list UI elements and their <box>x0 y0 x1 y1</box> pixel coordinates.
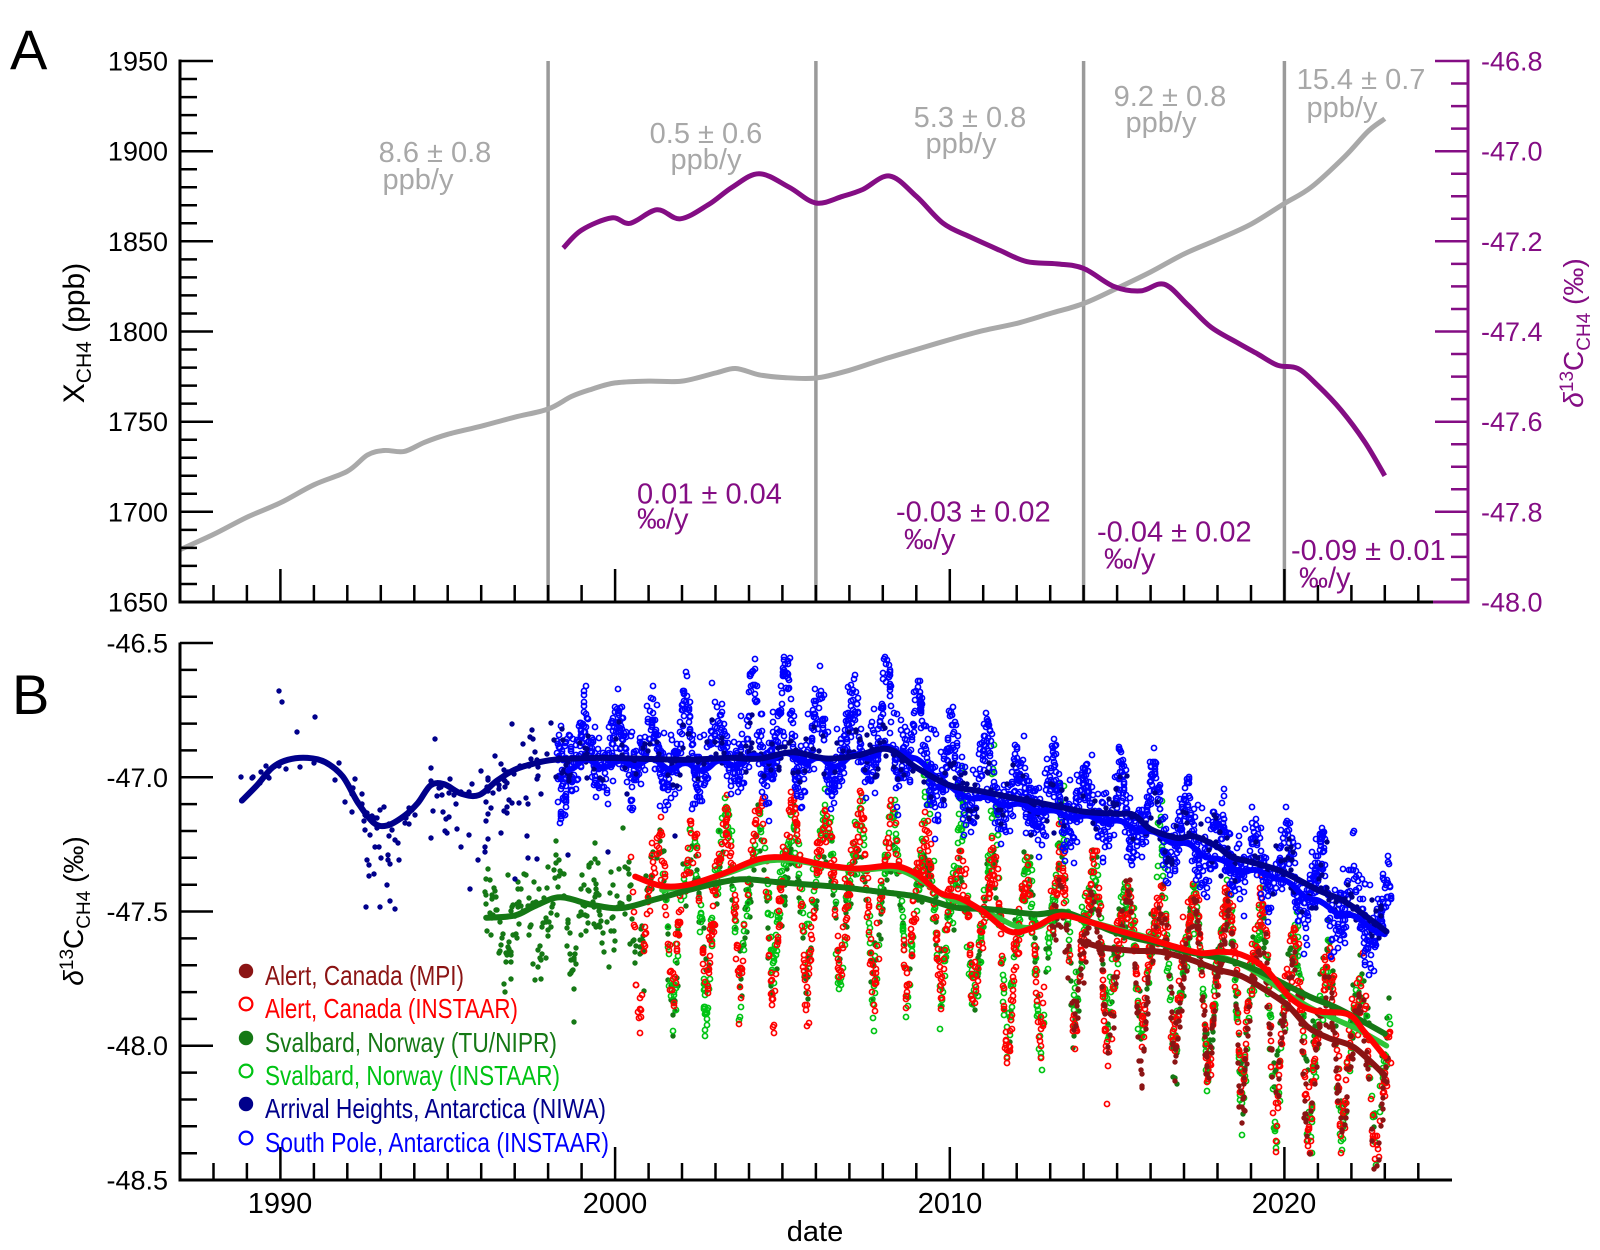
svg-text:8.6 ± 0.8: 8.6 ± 0.8 <box>379 137 492 169</box>
svg-text:ppb/y: ppb/y <box>671 144 742 176</box>
svg-text:-47.6: -47.6 <box>1481 407 1543 437</box>
svg-text:1700: 1700 <box>108 497 168 527</box>
svg-text:-0.04 ± 0.02: -0.04 ± 0.02 <box>1097 517 1252 549</box>
svg-text:B: B <box>12 663 49 726</box>
svg-text:1800: 1800 <box>108 317 168 347</box>
svg-text:-47.8: -47.8 <box>1481 497 1543 527</box>
svg-text:-46.8: -46.8 <box>1481 47 1543 77</box>
svg-text:ppb/y: ppb/y <box>1126 107 1197 139</box>
svg-text:1900: 1900 <box>108 137 168 167</box>
svg-text:XCH4 (ppb): XCH4 (ppb) <box>58 263 96 403</box>
svg-text:‰/y: ‰/y <box>904 524 956 556</box>
svg-text:0.01 ± 0.04: 0.01 ± 0.04 <box>637 479 782 511</box>
svg-text:-47.2: -47.2 <box>1481 227 1543 257</box>
svg-text:ppb/y: ppb/y <box>1307 92 1378 124</box>
svg-text:9.2 ± 0.8: 9.2 ± 0.8 <box>1114 81 1227 113</box>
svg-text:1850: 1850 <box>108 227 168 257</box>
svg-text:5.3 ± 0.8: 5.3 ± 0.8 <box>914 102 1027 134</box>
svg-text:1750: 1750 <box>108 407 168 437</box>
svg-text:-48.0: -48.0 <box>1481 588 1543 618</box>
svg-text:ppb/y: ppb/y <box>383 164 454 196</box>
svg-text:A: A <box>10 18 48 81</box>
svg-text:1650: 1650 <box>108 588 168 618</box>
svg-text:ppb/y: ppb/y <box>926 128 997 160</box>
svg-text:0.5 ± 0.6: 0.5 ± 0.6 <box>650 118 763 150</box>
svg-text:‰/y: ‰/y <box>1104 544 1156 576</box>
svg-text:‰/y: ‰/y <box>1299 563 1351 595</box>
svg-text:-47.0: -47.0 <box>1481 137 1543 167</box>
svg-text:15.4 ± 0.7: 15.4 ± 0.7 <box>1297 64 1426 96</box>
svg-text:‰/y: ‰/y <box>637 504 689 536</box>
svg-text:-0.03 ± 0.02: -0.03 ± 0.02 <box>896 497 1051 529</box>
svg-text:1950: 1950 <box>108 47 168 77</box>
svg-text:-0.09 ± 0.01: -0.09 ± 0.01 <box>1291 535 1446 567</box>
svg-text:δ13CCH4 (‰): δ13CCH4 (‰) <box>1557 258 1595 407</box>
svg-text:-47.4: -47.4 <box>1481 317 1543 347</box>
